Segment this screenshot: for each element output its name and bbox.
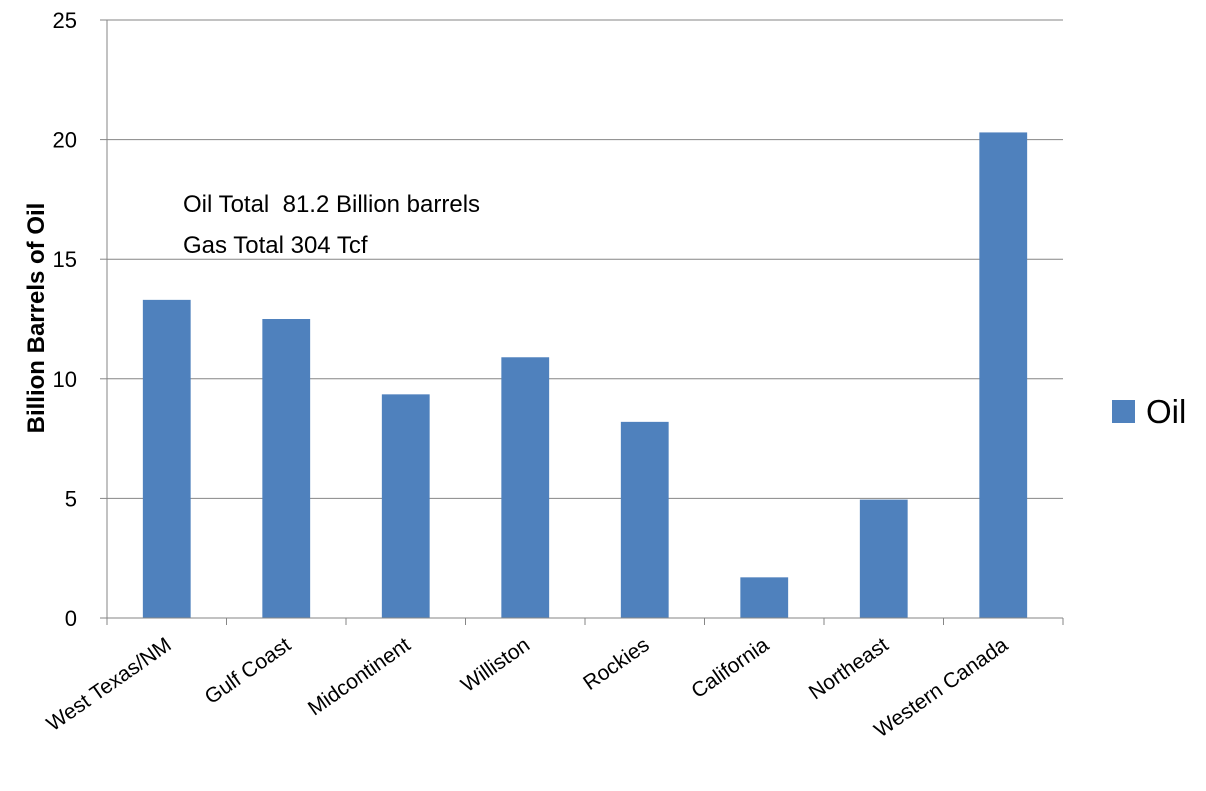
x-tick-label: Northeast (805, 633, 893, 704)
x-tick-label: California (687, 633, 773, 703)
x-tick-labels: West Texas/NM Gulf Coast Midcontinent Willi… (43, 633, 1013, 742)
y-tick-label: 25 (53, 8, 77, 33)
x-tick-label: West Texas/NM (43, 633, 176, 736)
annotation-oil-total: Oil Total 81.2 Billion barrels (183, 191, 480, 218)
y-axis-label: Billion Barrels of Oil (23, 203, 50, 434)
bar (142, 299, 191, 618)
x-tick-label: Williston (457, 633, 534, 697)
annotation-gas-total: Gas Total 304 Tcf (183, 232, 368, 259)
x-tick-label: Rockies (579, 633, 653, 695)
y-tick-label: 20 (53, 128, 77, 153)
bar (501, 357, 550, 618)
bar (620, 421, 669, 618)
legend: Oil (1112, 393, 1186, 430)
y-tick-label: 10 (53, 367, 77, 392)
bars (142, 132, 1028, 618)
axes (106, 20, 1064, 625)
y-tick-label: 0 (65, 606, 77, 631)
bar (381, 394, 430, 618)
bar (740, 577, 789, 618)
y-tick-label: 5 (65, 486, 77, 511)
x-tick-label: Western Canada (870, 633, 1012, 742)
gridlines (100, 19, 1063, 619)
legend-swatch (1112, 400, 1135, 423)
y-tick-labels: 0 5 10 15 20 25 (53, 8, 77, 631)
y-tick-label: 15 (53, 247, 77, 272)
bar (979, 132, 1028, 618)
x-tick-label: Gulf Coast (201, 633, 296, 709)
legend-label: Oil (1146, 393, 1186, 430)
bar (262, 319, 311, 618)
bar (859, 499, 908, 618)
x-tick-label: Midcontinent (304, 633, 415, 720)
